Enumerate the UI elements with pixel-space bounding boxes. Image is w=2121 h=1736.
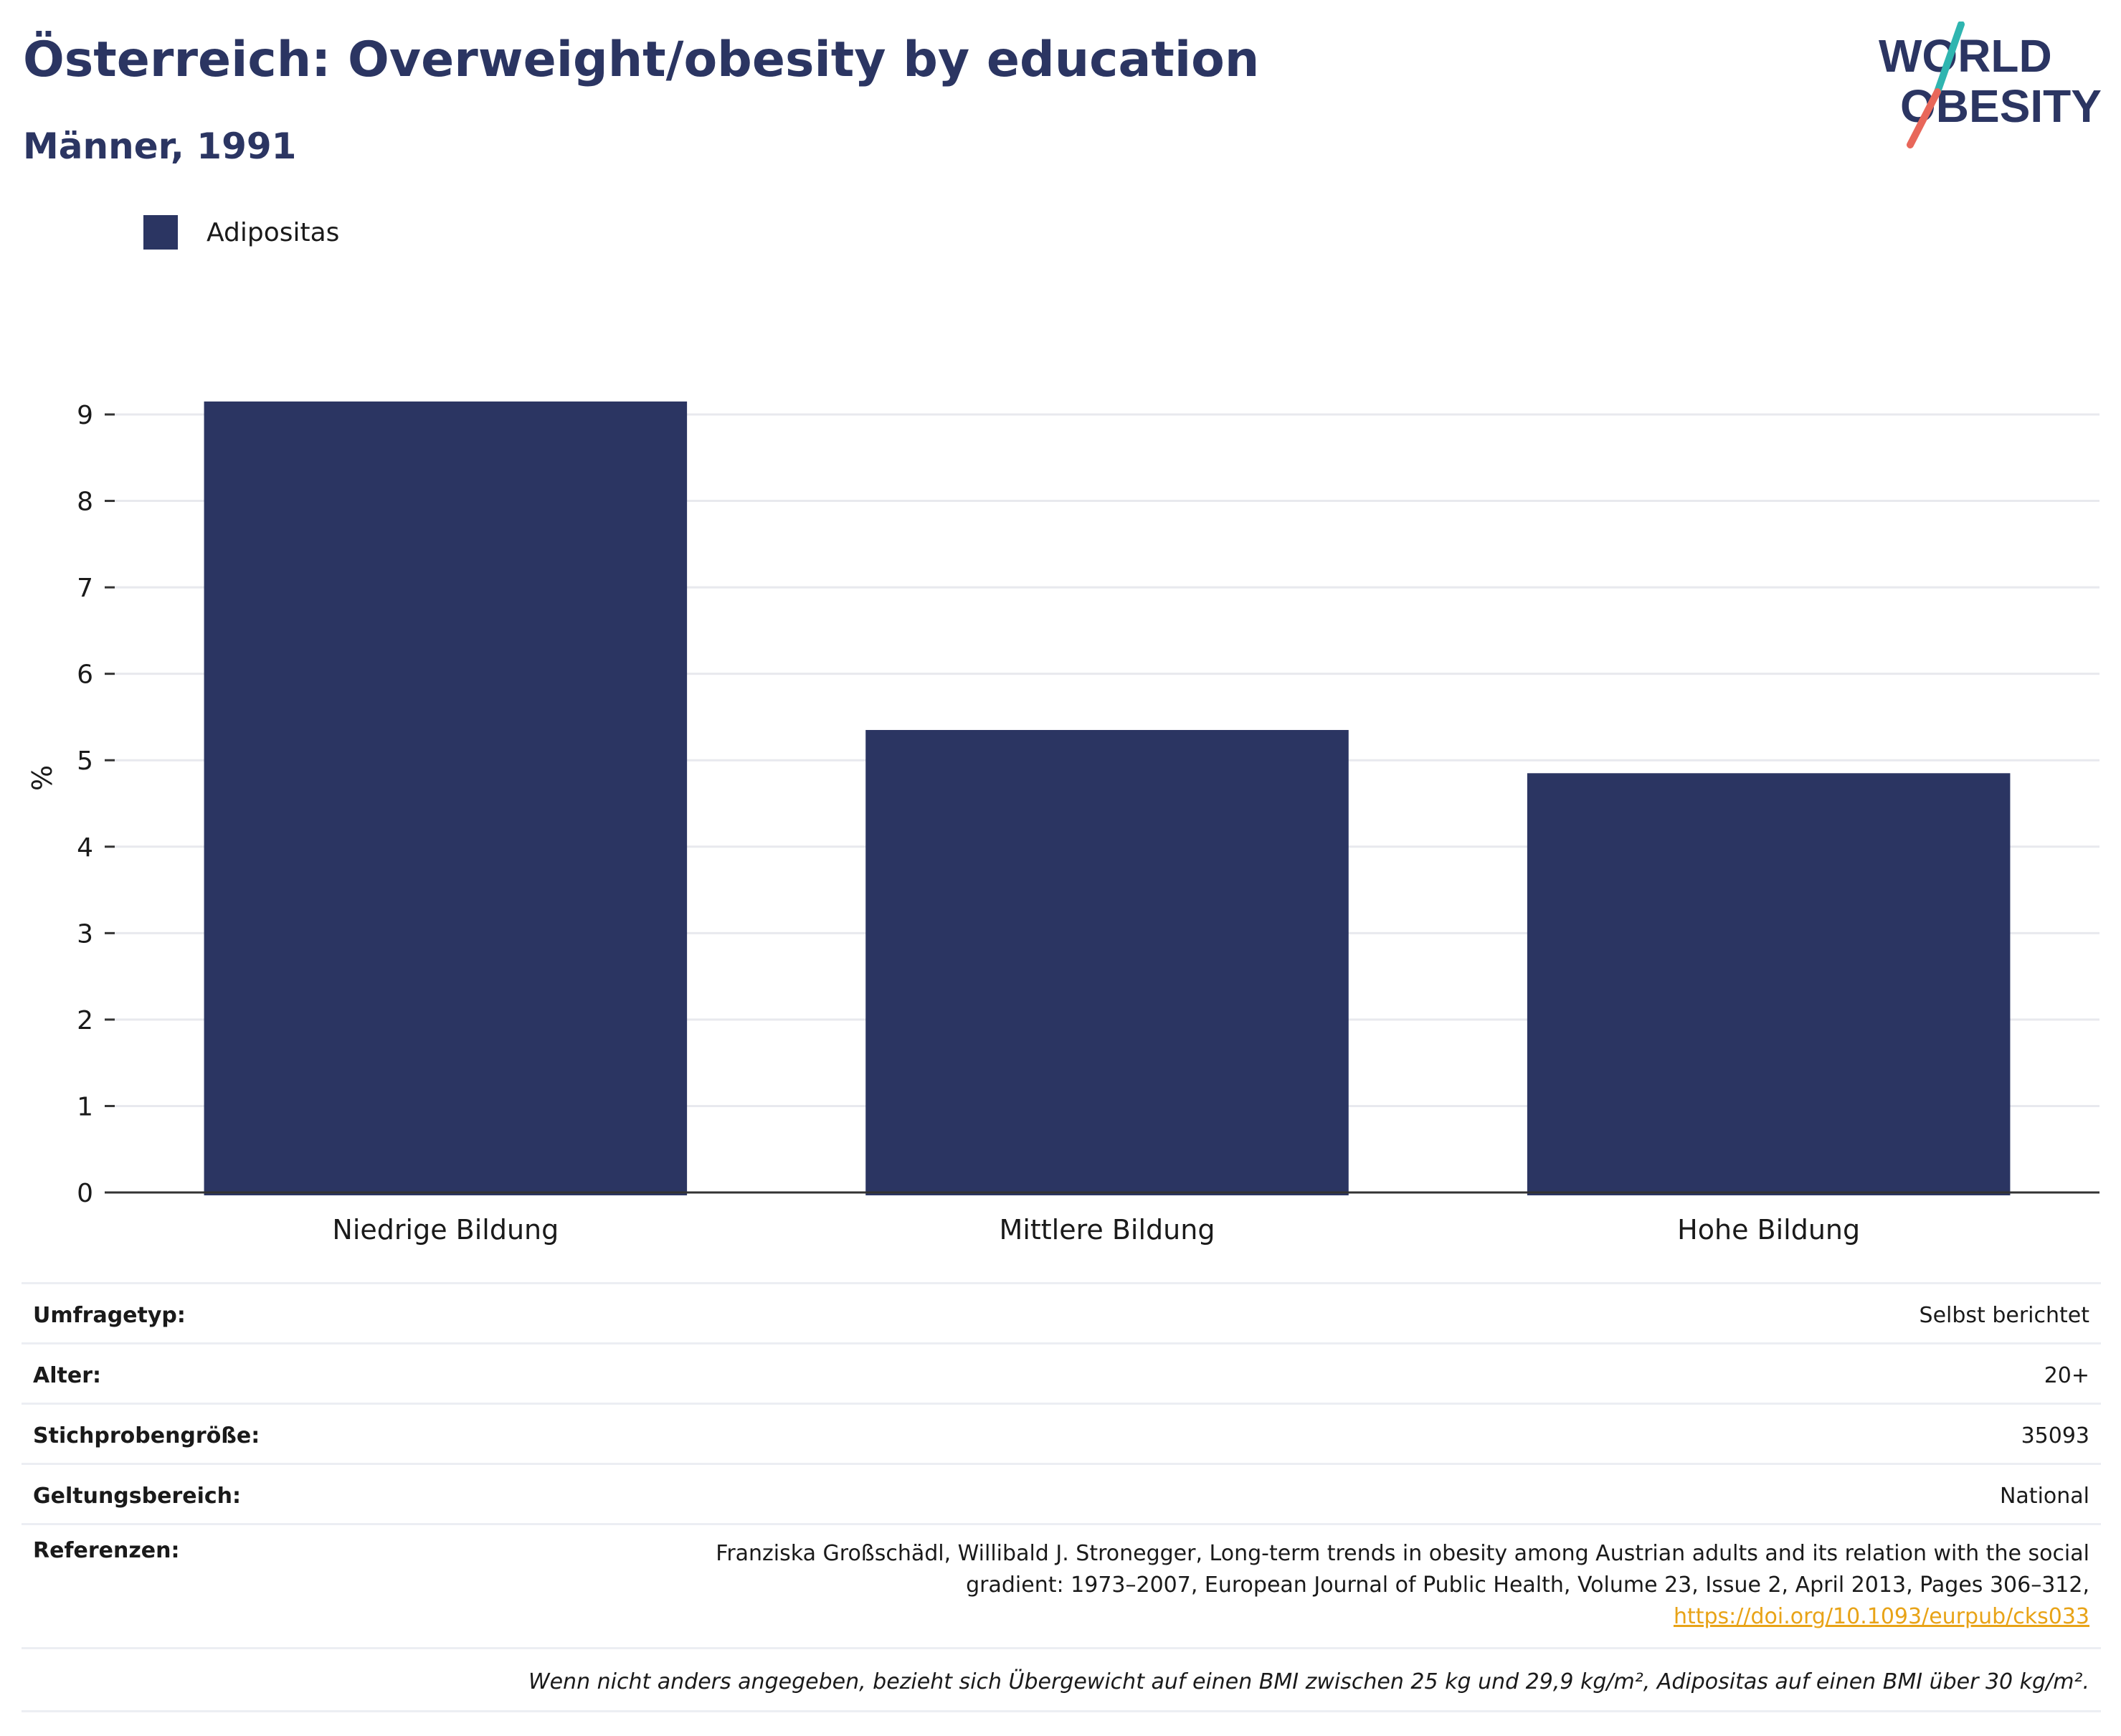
survey-type-label: Umfragetyp: [33,1303,186,1328]
page-title: Österreich: Overweight/obesity by educat… [23,32,1260,88]
info-table: Umfragetyp: Selbst berichtet Alter: 20+ … [22,1282,2101,1712]
chart-legend[interactable]: Adipositas [143,212,339,252]
y-axis-title: % [27,765,58,791]
y-tick-label-0: 0 [77,1179,93,1208]
sample-size-value: 35093 [2021,1423,2089,1448]
logo-slash-coral [1907,88,1941,148]
bars [204,401,2011,1195]
scope-label: Geltungsbereich: [33,1484,242,1509]
references-label: Referenzen: [33,1538,180,1563]
y-tick-labels: 0 1 2 3 4 5 6 7 8 9 [77,401,115,1208]
survey-type-value: Selbst berichtet [1919,1303,2089,1328]
bar-chart: 0 1 2 3 4 5 6 7 8 9 Niedrige Bildung Mittlere Bild… [27,401,2099,1246]
reference-doi-link[interactable]: https://doi.org/10.1093/eurpub/cks033 [1673,1604,2089,1629]
bar-hohe-bildung[interactable] [1527,773,2011,1195]
x-tick-label-0: Niedrige Bildung [332,1214,559,1246]
bar-niedrige-bildung[interactable] [204,401,688,1195]
info-row-age: Alter: 20+ [22,1342,2101,1403]
sample-size-label: Stichprobengröße: [33,1423,260,1448]
x-tick-label-2: Hohe Bildung [1677,1214,1860,1246]
page-subtitle: Männer, 1991 [23,125,297,167]
scope-value: National [1999,1484,2089,1509]
legend-label-adipositas: Adipositas [207,217,340,247]
x-tick-label-1: Mittlere Bildung [1000,1214,1215,1246]
legend-swatch-adipositas [143,215,178,250]
y-tick-label-9: 9 [77,401,93,430]
bar-mittlere-bildung[interactable] [865,730,1349,1195]
references-value: Franziska Großschädl, Willibald J. Stron… [440,1538,2101,1633]
y-tick-label-7: 7 [77,574,93,603]
x-tick-labels: Niedrige Bildung Mittlere Bildung Hohe Bil… [332,1214,1860,1246]
y-tick-label-6: 6 [77,660,93,690]
y-tick-label-3: 3 [77,919,93,949]
info-row-survey-type: Umfragetyp: Selbst berichtet [22,1282,2101,1342]
y-tick-label-4: 4 [77,833,93,863]
info-row-scope: Geltungsbereich: National [22,1463,2101,1523]
y-tick-label-2: 2 [77,1006,93,1035]
logo-slash-teal [1934,22,1965,95]
reference-line-2: gradient: 1973–2007, European Journal of… [966,1573,2089,1598]
age-value: 20+ [2044,1363,2089,1388]
info-row-references: Referenzen: Franziska Großschädl, Willib… [22,1523,2101,1647]
info-row-sample-size: Stichprobengröße: 35093 [22,1403,2101,1463]
bmi-footnote: Wenn nicht anders angegeben, bezieht sic… [22,1647,2101,1712]
y-tick-label-1: 1 [77,1092,93,1121]
reference-line-1: Franziska Großschädl, Willibald J. Stron… [716,1541,2089,1566]
world-obesity-logo: WORLD OBESITY [1879,22,2102,148]
y-tick-label-5: 5 [77,746,93,776]
logo-text-world: WORLD [1879,30,2052,82]
y-tick-label-8: 8 [77,488,93,517]
age-label: Alter: [33,1363,101,1388]
